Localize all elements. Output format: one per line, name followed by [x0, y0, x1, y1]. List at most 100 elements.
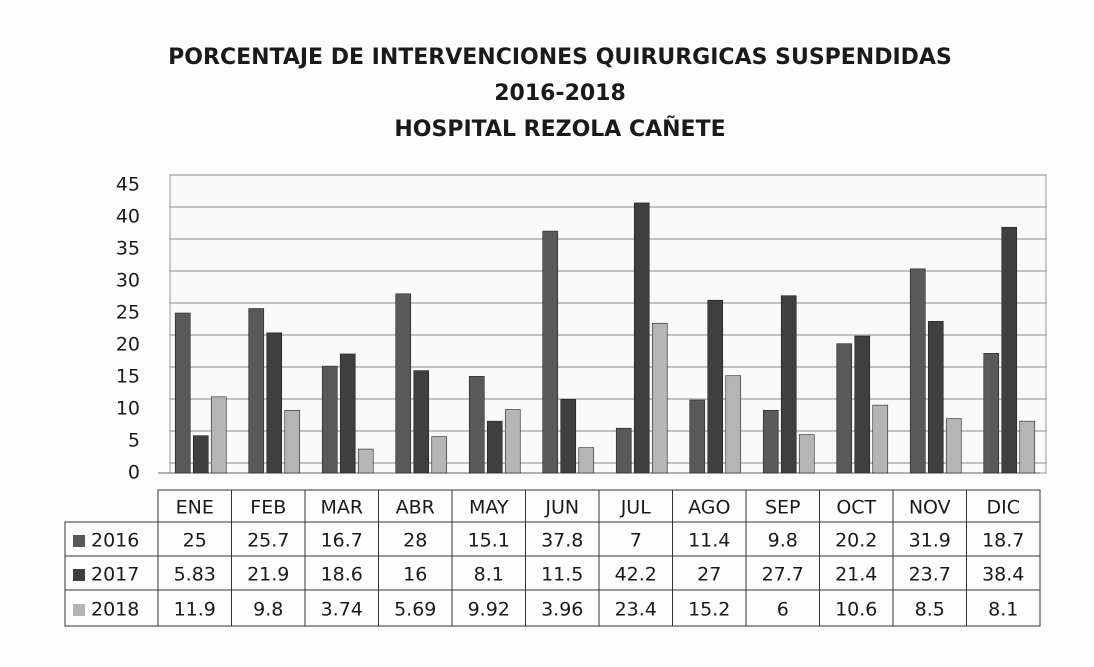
legend-label: 2016 — [91, 530, 139, 552]
table-value: 5.83 — [174, 564, 216, 586]
table-value: 5.69 — [394, 599, 436, 621]
bar — [1019, 420, 1036, 474]
table-value: 18.7 — [982, 530, 1024, 552]
x-tick-label: OCT — [836, 497, 876, 519]
legend-label: 2017 — [91, 564, 139, 586]
bar — [542, 230, 559, 474]
table-value: 28 — [403, 530, 427, 552]
table-value: 21.4 — [835, 564, 877, 586]
bar — [504, 409, 521, 474]
bar — [689, 399, 706, 474]
bar — [321, 365, 338, 474]
y-tick-label: 15 — [116, 366, 140, 388]
y-tick-label: 45 — [116, 174, 140, 196]
table-value: 27 — [697, 564, 721, 586]
bar — [872, 404, 889, 474]
table-value: 9.92 — [468, 599, 510, 621]
table-value: 23.4 — [615, 599, 657, 621]
table-value: 8.1 — [988, 599, 1018, 621]
bar — [266, 332, 283, 474]
table-value: 11.9 — [174, 599, 216, 621]
bar — [339, 353, 356, 474]
table-value: 18.6 — [321, 564, 363, 586]
bar — [707, 299, 724, 474]
bar — [983, 353, 1000, 474]
table-value: 11.5 — [541, 564, 583, 586]
table-value: 8.1 — [474, 564, 504, 586]
table-value: 9.8 — [253, 599, 283, 621]
table-value: 11.4 — [688, 530, 730, 552]
table-value: 3.96 — [541, 599, 583, 621]
table-value: 16.7 — [321, 530, 363, 552]
table-value: 21.9 — [247, 564, 289, 586]
table-value: 9.8 — [768, 530, 798, 552]
bar — [945, 418, 962, 474]
bar — [210, 396, 227, 474]
x-tick-label: JUN — [544, 497, 579, 519]
table-value: 15.1 — [468, 530, 510, 552]
table-value: 16 — [403, 564, 427, 586]
table-value: 31.9 — [909, 530, 951, 552]
bar — [909, 268, 926, 474]
x-tick-label: FEB — [250, 497, 286, 519]
x-tick-label: MAY — [469, 497, 509, 519]
bar — [248, 308, 265, 474]
table-value: 20.2 — [835, 530, 877, 552]
table-value: 3.74 — [321, 599, 363, 621]
legend-swatch — [73, 569, 85, 581]
legend-label: 2018 — [91, 599, 139, 621]
bar — [560, 399, 577, 474]
bar — [192, 435, 209, 474]
table-value: 10.6 — [835, 599, 877, 621]
table-value: 8.5 — [915, 599, 945, 621]
y-tick-label: 25 — [116, 302, 140, 324]
bar — [780, 295, 797, 474]
y-tick-label: 35 — [116, 238, 140, 260]
bar — [927, 321, 944, 474]
table-value: 37.8 — [541, 530, 583, 552]
bar — [651, 322, 668, 474]
y-tick-label: 10 — [116, 398, 140, 420]
table-value: 6 — [777, 599, 789, 621]
x-tick-label: MAR — [320, 497, 363, 519]
bar — [284, 409, 301, 474]
bar — [798, 434, 815, 474]
bar — [486, 420, 503, 474]
x-tick-label: JUL — [620, 497, 652, 519]
table-value: 15.2 — [688, 599, 730, 621]
table-value: 42.2 — [615, 564, 657, 586]
table-value: 25 — [183, 530, 207, 552]
chart-subtitle: 2016-2018 — [494, 81, 626, 106]
bar — [468, 376, 485, 474]
bar — [431, 436, 448, 474]
table-value: 25.7 — [247, 530, 289, 552]
chart-subtitle: HOSPITAL REZOLA CAÑETE — [394, 116, 725, 142]
table-value: 38.4 — [982, 564, 1024, 586]
x-tick-label: AGO — [688, 497, 730, 519]
bar — [725, 375, 742, 474]
x-tick-label: DIC — [986, 497, 1020, 519]
bar — [854, 335, 871, 474]
y-tick-label: 20 — [116, 334, 140, 356]
plot-wall — [169, 174, 1047, 474]
bar — [836, 343, 853, 474]
legend-swatch — [73, 535, 85, 547]
bar — [578, 447, 595, 474]
table-value: 7 — [630, 530, 642, 552]
bar — [357, 448, 374, 474]
table-value: 23.7 — [909, 564, 951, 586]
x-tick-label: NOV — [909, 497, 951, 519]
bar — [1001, 226, 1018, 474]
y-tick-label: 30 — [116, 270, 140, 292]
y-tick-label: 5 — [128, 430, 140, 452]
table-value: 27.7 — [762, 564, 804, 586]
bar — [762, 409, 779, 474]
y-tick-label: 0 — [128, 462, 140, 484]
bar — [633, 202, 650, 474]
legend-swatch — [73, 604, 85, 616]
x-tick-label: ENE — [176, 497, 214, 519]
bar — [413, 370, 430, 474]
x-tick-label: SEP — [765, 497, 801, 519]
chart-title: PORCENTAJE DE INTERVENCIONES QUIRURGICAS… — [168, 45, 952, 70]
